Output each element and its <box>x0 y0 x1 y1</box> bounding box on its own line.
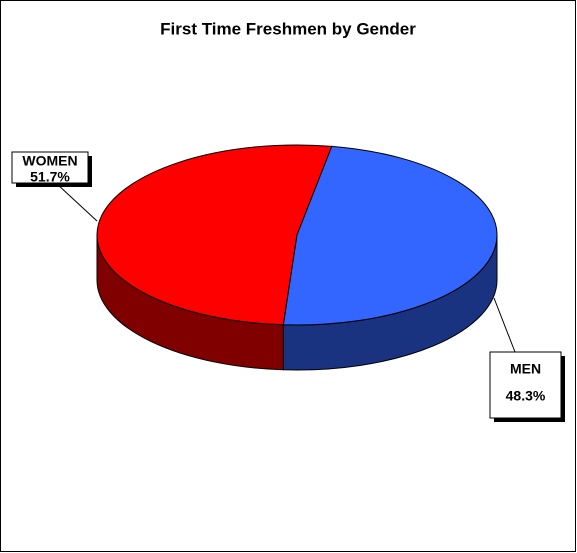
leader-line <box>493 297 516 353</box>
pie-slice <box>96 144 333 326</box>
label-value: 51.7% <box>30 169 70 185</box>
label-value: 48.3% <box>506 388 546 404</box>
chart-title: First Time Freshmen by Gender <box>160 19 416 38</box>
label-category: MEN <box>510 361 541 377</box>
label-box <box>11 151 89 184</box>
leader-line <box>56 183 98 222</box>
label-box <box>489 351 562 419</box>
pie-slice <box>282 145 498 326</box>
label-category: WOMEN <box>22 153 77 169</box>
